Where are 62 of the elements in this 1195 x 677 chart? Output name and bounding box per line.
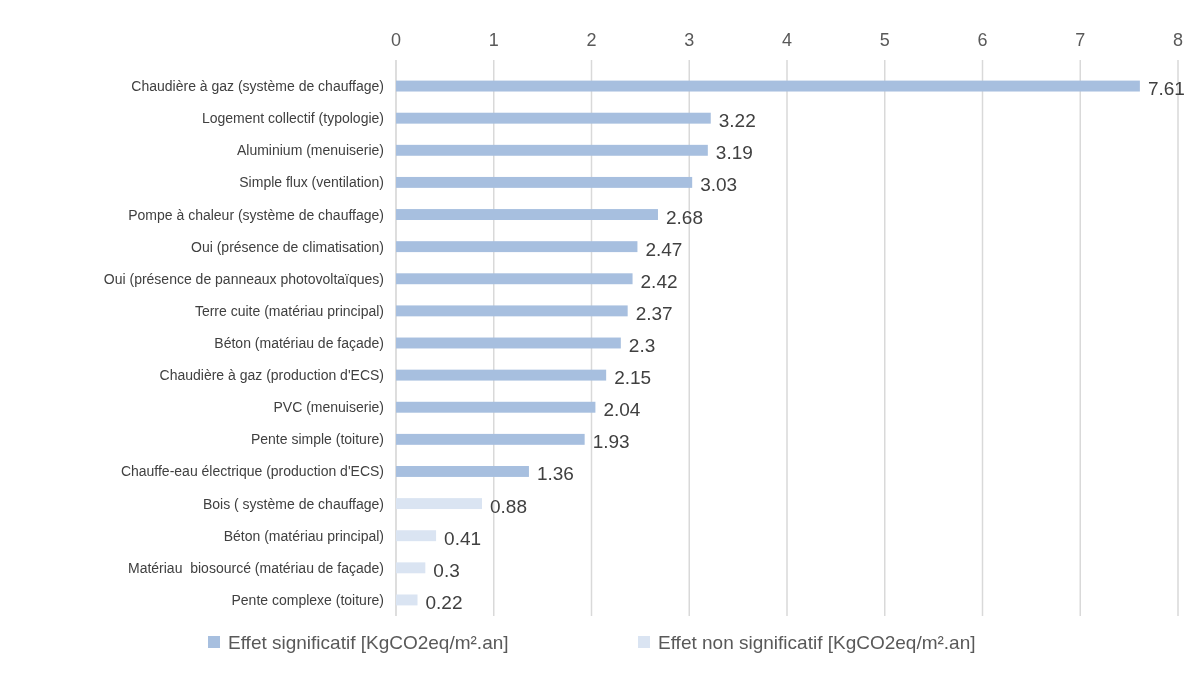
bar [396,562,426,574]
y-tick-label: Aluminium (menuiserie) [236,142,384,159]
data-label: 2.42 [640,270,678,292]
legend-label: Effet non significatif [KgCO2eq/m².an] [658,632,976,653]
y-tick-label: Logement collectif (typologie) [201,110,384,127]
data-label: 2.68 [665,206,703,228]
x-tick-label: 0 [390,30,402,50]
data-label: 0.41 [444,527,482,549]
y-tick-label: Oui (présence de climatisation) [191,238,384,255]
data-label: 7.61 [1147,78,1185,100]
bar [396,369,607,381]
legend-label: Effet significatif [KgCO2eq/m².an] [228,632,509,653]
data-label: 0.3 [433,559,460,581]
y-tick-label: Simple flux (ventilation) [239,174,384,191]
y-tick-label: Béton (matériau de façade) [214,335,384,351]
y-tick-label: Pompe à chaleur (système de chauffage) [128,206,384,223]
x-tick-label: 8 [1172,30,1184,50]
y-tick-label: Bois ( système de chauffage) [202,495,384,512]
data-label: 0.88 [490,495,527,517]
bar [396,530,437,542]
bar [396,209,658,220]
bar [396,273,633,285]
bar [396,466,529,477]
x-tick-label: 7 [1075,30,1086,50]
x-tick-label: 3 [684,30,695,50]
bar [396,498,483,510]
data-label: 2.04 [603,399,641,421]
bar [396,337,621,349]
x-tick-label: 4 [781,30,793,50]
bar [396,176,693,188]
y-tick-label: Oui (présence de panneaux photovoltaïques) [103,270,384,287]
y-tick-label: Terre cuite (matériau principal) [194,302,384,319]
x-tick-label: 2 [586,30,597,50]
data-label: 2.15 [614,367,652,389]
data-label: 2.3 [628,335,656,356]
x-tick-label: 5 [879,30,890,50]
bar [396,144,708,156]
y-tick-label: Chaudière à gaz (production d'ECS) [159,367,384,384]
y-tick-label: Chaudière à gaz (système de chauffage) [131,78,384,95]
x-tick-label: 6 [977,30,988,50]
bar [396,305,628,317]
data-label: 1.36 [536,463,574,485]
bar [396,112,711,124]
data-label: 3.22 [718,110,756,132]
data-label: 2.47 [645,238,683,260]
y-tick-label: Matériau biosourcé (matériau de façade) [127,559,384,576]
y-tick-label: Chauffe-eau électrique (production d'ECS) [120,463,384,480]
data-label: 3.03 [700,174,738,196]
data-label: 3.19 [715,142,753,164]
y-tick-label: Pente complexe (toiture) [231,591,384,608]
y-tick-label: Béton (matériau principal) [223,527,384,544]
data-label: 1.93 [592,431,630,453]
bar [396,80,1140,92]
bar [396,594,418,606]
bar [396,401,596,413]
y-tick-label: PVC (menuiserie) [273,399,384,416]
y-tick-label: Pente simple (toiture) [250,431,384,448]
bar [396,241,638,253]
x-tick-label: 1 [488,30,499,50]
data-label: 0.22 [425,591,463,613]
data-label: 2.37 [635,302,673,324]
bar [396,433,585,445]
